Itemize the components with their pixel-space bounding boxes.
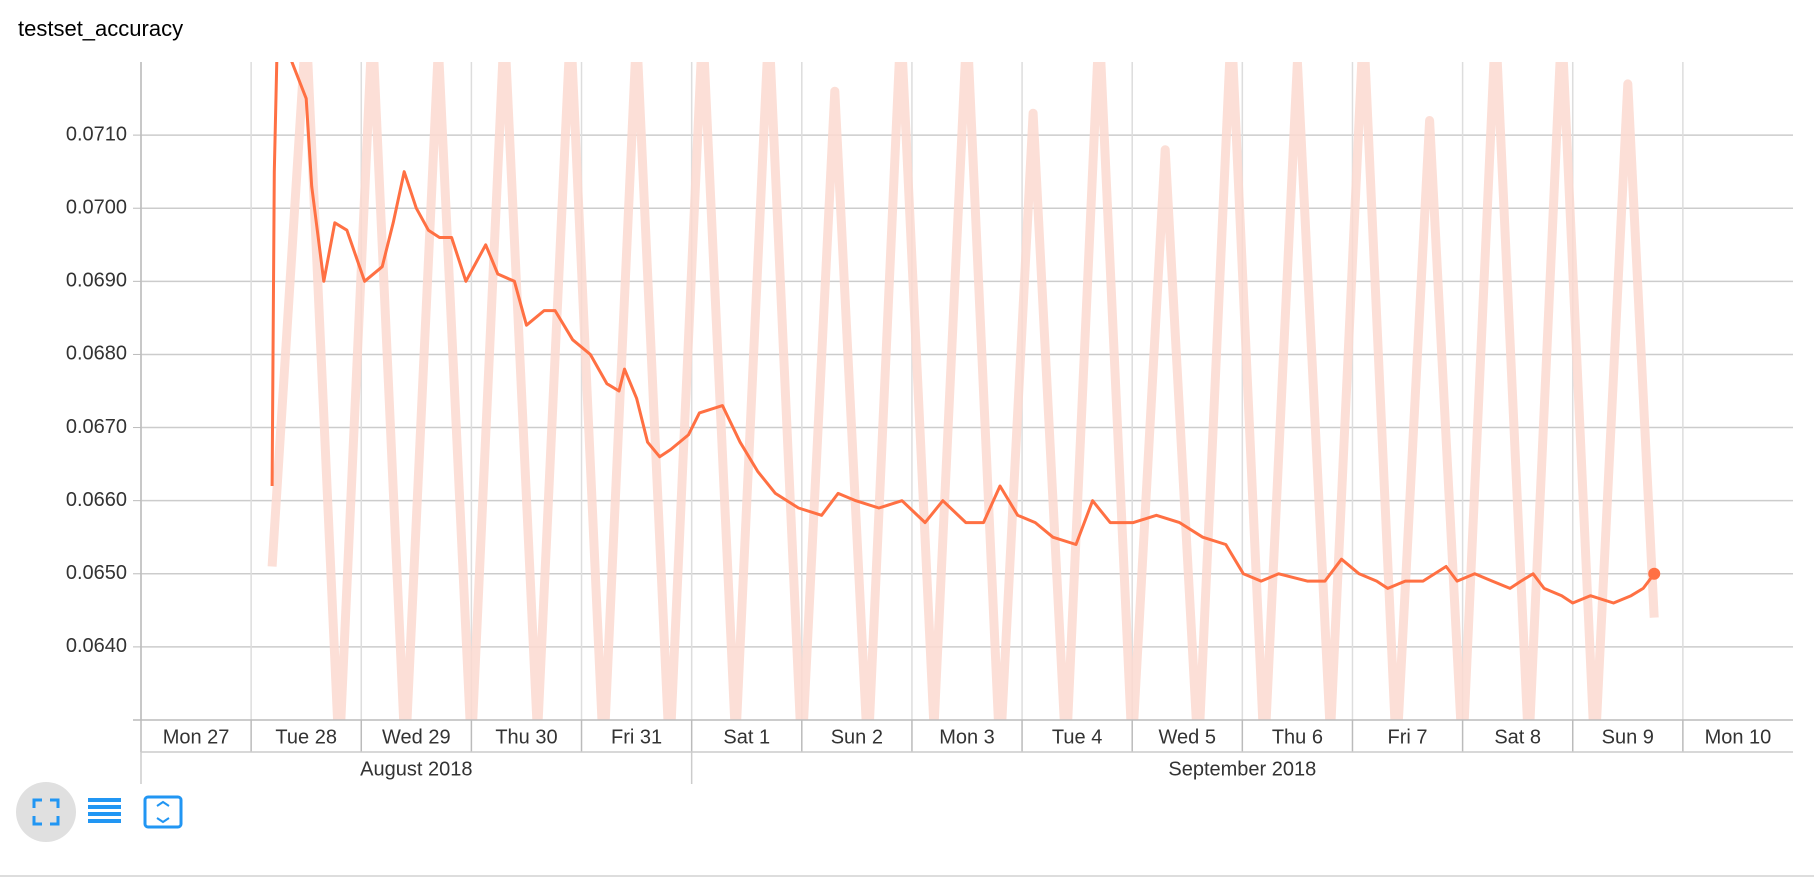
- fit-to-screen-button[interactable]: [16, 782, 76, 842]
- icon: [32, 798, 60, 826]
- fit-domain-button[interactable]: [143, 795, 183, 829]
- toggle-log-button[interactable]: [88, 798, 121, 823]
- x-tick-label: Mon 27: [163, 726, 230, 748]
- x-tick-label: Thu 30: [495, 726, 557, 748]
- raw-line: [267, 62, 1659, 720]
- x-tick-label: Fri 31: [611, 726, 662, 748]
- icon: [143, 795, 183, 829]
- y-tick-label: 0.0700: [66, 197, 127, 219]
- icon-arrows: [156, 800, 170, 824]
- x-tick-label: Wed 5: [1159, 726, 1216, 748]
- x-tick-label: Wed 29: [382, 726, 451, 748]
- axes: 0.0640 0.0650 0.0660 0.0670 0.0680 0.0690 0.07…: [66, 62, 1793, 784]
- y-tick-label: 0.0690: [66, 270, 127, 292]
- icon: [88, 798, 121, 823]
- group-label: August 2018: [360, 758, 472, 780]
- y-tick-label: 0.0680: [66, 343, 127, 365]
- x-tick-label: Tue 28: [275, 726, 337, 748]
- last-point: [1648, 567, 1661, 580]
- x-tick-label: Sat 1: [723, 726, 770, 748]
- y-tick-label: 0.0640: [66, 635, 127, 657]
- plot-area: [267, 62, 1661, 720]
- x-tick-label: Sat 8: [1494, 726, 1541, 748]
- y-tick-label: 0.0660: [66, 489, 127, 511]
- x-tick-label: Tue 4: [1052, 726, 1102, 748]
- x-tick-label: Mon 3: [939, 726, 995, 748]
- x-tick-label: Thu 6: [1272, 726, 1323, 748]
- chart-title: testset_accuracy: [18, 16, 183, 41]
- x-tick-label: Sun 2: [831, 726, 883, 748]
- x-tick-label: Mon 10: [1705, 726, 1772, 748]
- x-tick-label: Sun 9: [1602, 726, 1654, 748]
- button-bg: [16, 782, 76, 842]
- grid: [140, 62, 1793, 720]
- x-tick-label: Fri 7: [1388, 726, 1428, 748]
- y-tick-label: 0.0710: [66, 123, 127, 145]
- smoothed-line: [270, 62, 1656, 605]
- y-tick-label: 0.0650: [66, 562, 127, 584]
- group-label: September 2018: [1168, 758, 1316, 780]
- y-tick-label: 0.0670: [66, 416, 127, 438]
